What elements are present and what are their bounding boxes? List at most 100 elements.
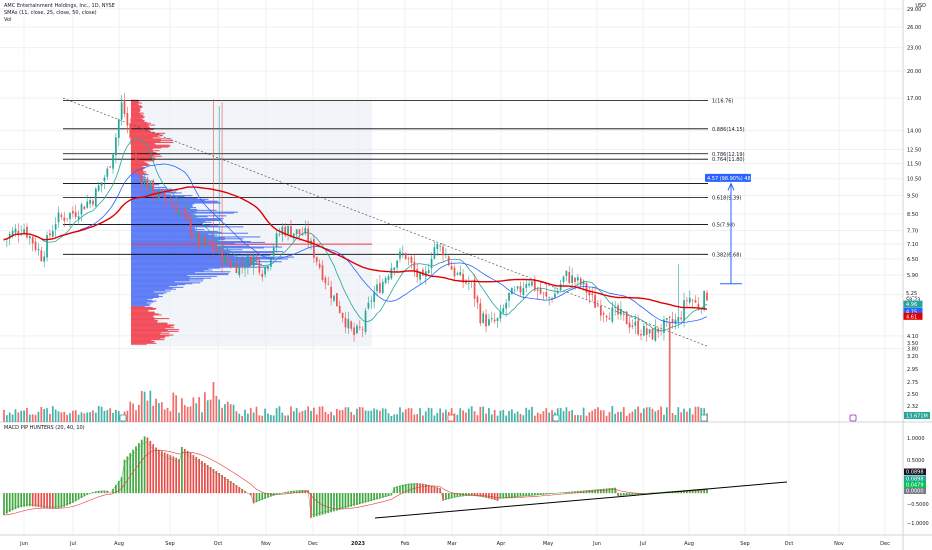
volume-bar [100, 406, 103, 422]
volume-bar [485, 413, 487, 422]
volume-bar [258, 415, 261, 422]
macd-bar [407, 483, 410, 494]
macd-label: 0.0898 [906, 470, 924, 476]
profile-bar [131, 229, 196, 232]
profile-bar [131, 250, 229, 252]
candle-body [404, 253, 407, 259]
volume-bar [476, 415, 479, 422]
macd-bar [284, 492, 287, 494]
profile-bar [131, 235, 214, 237]
time-tick: Nov [261, 541, 271, 547]
profile-bar [131, 221, 212, 223]
profile-bar [131, 182, 147, 184]
macd-bar [404, 484, 407, 494]
price-label: 58:23 [906, 297, 920, 303]
macd-bar [436, 487, 439, 494]
profile-bar [131, 108, 141, 111]
volume-bar [138, 404, 140, 422]
volume-bar [645, 407, 648, 422]
volume-bar [74, 410, 77, 422]
macd-bar [244, 491, 246, 494]
profile-bar [131, 295, 159, 297]
macd-bar [330, 493, 332, 513]
macd-bar [57, 493, 60, 509]
macd-bar [60, 493, 63, 508]
macd-bar [117, 480, 120, 494]
volume-bar [396, 414, 398, 422]
candle-body [401, 252, 404, 254]
profile-bar [131, 156, 153, 158]
macd-label: 0.0000 [906, 489, 924, 495]
candle-body [579, 278, 582, 286]
currency-label[interactable]: USD [915, 3, 926, 9]
volume-bar [605, 415, 608, 422]
macd-bar [384, 493, 387, 497]
candle-body [361, 328, 364, 330]
macd-bar [69, 493, 71, 505]
profile-bar [131, 245, 248, 247]
volume-bar [384, 408, 387, 422]
macd-bar [381, 493, 384, 498]
profile-bar [131, 208, 198, 210]
profile-bar [131, 272, 196, 274]
volume-bar [129, 401, 132, 422]
candle-body [26, 226, 28, 238]
profile-bar [131, 135, 158, 137]
volume-bar [637, 406, 639, 422]
price-label-box [903, 312, 923, 320]
volume-bar [335, 409, 338, 422]
time-tick: 2023 [351, 541, 365, 547]
macd-bar [261, 493, 264, 500]
candle-body [387, 276, 390, 280]
macd-histogram [3, 436, 708, 518]
candle-body [186, 213, 189, 220]
macd-bar [605, 488, 608, 494]
candle-body [350, 321, 353, 329]
volume-bar [424, 411, 427, 422]
volume-bar [203, 392, 206, 422]
candle-body [651, 328, 654, 340]
profile-bar [131, 165, 143, 167]
profile-bar [131, 238, 244, 240]
profile-bar [131, 335, 170, 337]
macd-bar [622, 493, 625, 496]
volume-bar [516, 411, 519, 422]
profile-bar [131, 130, 151, 133]
macd-bar [577, 491, 579, 494]
macd-bar [315, 493, 318, 517]
candle-body [640, 334, 642, 336]
profile-bar [131, 102, 142, 104]
volume-bar [226, 401, 229, 422]
profile-bar [131, 319, 159, 321]
price-tick: 7.70 [907, 229, 918, 235]
profile-bar [131, 296, 159, 299]
volume-bar [106, 410, 109, 422]
candle-body [694, 300, 697, 303]
time-tick: Oct [214, 541, 223, 547]
candle-body [525, 284, 528, 288]
candle-body [562, 276, 565, 283]
volume-bar [146, 400, 149, 422]
candle-body [313, 239, 315, 258]
profile-bar [131, 107, 142, 109]
price-tick: 3.80 [907, 347, 918, 353]
volume-bar [195, 403, 198, 422]
macd-bar [513, 493, 516, 498]
macd-bar [531, 493, 533, 496]
macd-bar [706, 488, 708, 494]
candle-body [393, 267, 396, 271]
macd-bar [579, 490, 582, 494]
volume-bar [373, 408, 376, 422]
price-tick: 2.32 [907, 404, 918, 410]
volume-bar [333, 415, 335, 422]
price-label-box [904, 289, 922, 296]
macd-bar [77, 493, 80, 500]
price-tick: 17.00 [907, 96, 921, 102]
candle-body [376, 284, 378, 292]
candle-body [373, 292, 376, 302]
volume-bar [591, 410, 594, 422]
macd-bar [686, 490, 688, 494]
profile-bar [131, 256, 294, 258]
candle-body [663, 319, 665, 333]
